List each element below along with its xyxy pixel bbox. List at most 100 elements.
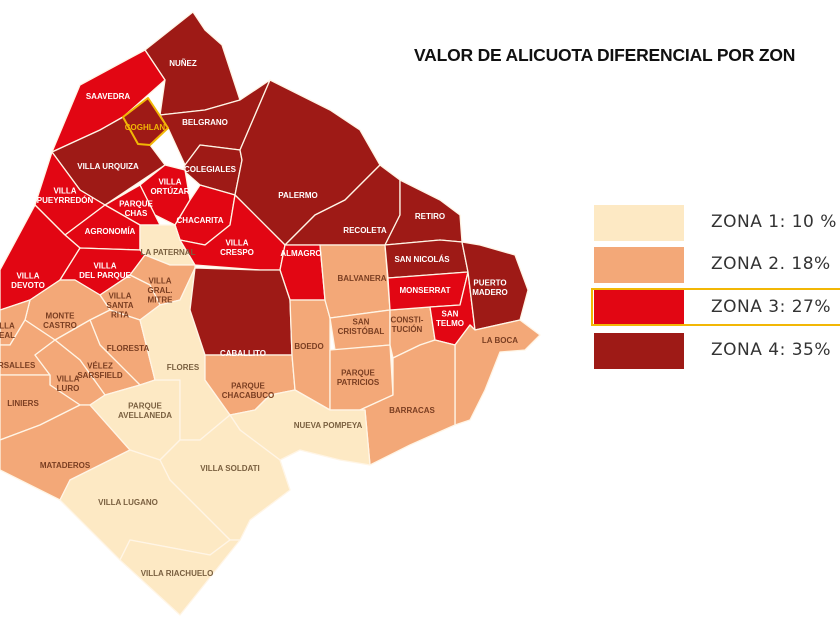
district-label-line: DEVOTO xyxy=(11,281,45,290)
district-caballito xyxy=(189,267,293,356)
district-label-line: SAN NICOLÁS xyxy=(394,255,450,264)
district-label-saavedra: SAAVEDRA xyxy=(86,92,131,101)
district-label-agronomia: AGRONOMÍA xyxy=(85,227,136,236)
district-label-line: VILLA URQUIZA xyxy=(77,162,139,171)
district-label-line: CRISTÓBAL xyxy=(338,327,385,336)
district-label-villa-devoto: VILLA DEVOTO xyxy=(11,271,45,290)
district-label-boedo: BOEDO xyxy=(294,342,323,351)
district-label-line: FLORES xyxy=(167,363,200,372)
district-label-line: FLORESTA xyxy=(107,344,150,353)
district-label-versalles: ERSALLES xyxy=(0,361,36,370)
district-label-line: PALERMO xyxy=(278,191,317,200)
district-label-line: VÉLEZ xyxy=(87,361,113,370)
district-label-line: VILLA xyxy=(108,292,131,301)
district-label-line: SAAVEDRA xyxy=(86,92,131,101)
district-label-coghlan: COGHLAN xyxy=(125,123,166,132)
district-label-line: LLA xyxy=(0,321,15,330)
district-label-line: DEL PARQUE xyxy=(79,271,131,280)
district-label-line: MITRE xyxy=(148,296,174,305)
legend-label-zona-4: ZONA 4: 35% xyxy=(711,340,832,360)
district-label-line: PARQUE xyxy=(341,368,375,377)
district-label-line: CRESPO xyxy=(220,248,254,257)
district-label-line: AVELLANEDA xyxy=(118,411,172,420)
district-label-parque-avellaneda: PARQUE AVELLANEDA xyxy=(118,401,172,420)
district-label-line: VILLA xyxy=(148,277,171,286)
district-label-villa-urquiza: VILLA URQUIZA xyxy=(77,162,139,171)
district-label-line: ALMAGRO xyxy=(280,249,321,258)
district-label-line: PUEYRREDÓN xyxy=(37,196,94,205)
district-label-line: PATRICIOS xyxy=(337,378,380,387)
district-label-villa-gral-mitre: VILLA GRAL. MITRE xyxy=(148,277,174,305)
district-label-line: VILLA SOLDATI xyxy=(200,464,260,473)
district-label-flores: FLORES xyxy=(167,363,200,372)
legend-swatch-zona-2 xyxy=(594,247,684,283)
district-label-line: CHACARITA xyxy=(177,216,224,225)
district-label-monserrat: MONSERRAT xyxy=(400,286,451,295)
district-label-line: MONTE xyxy=(46,311,76,320)
district-label-line: VILLA xyxy=(93,261,116,270)
district-label-villa-lugano: VILLA LUGANO xyxy=(98,498,158,507)
legend-label-zona-3: ZONA 3: 27% xyxy=(711,297,832,317)
district-label-line: PARQUE xyxy=(231,381,265,390)
district-label-balvanera: BALVANERA xyxy=(337,274,386,283)
legend-label-zona-1: ZONA 1: 10 % xyxy=(711,212,837,232)
district-label-palermo: PALERMO xyxy=(278,191,317,200)
district-label-line: EAL xyxy=(0,331,15,340)
district-label-line: RETIRO xyxy=(415,212,445,221)
district-label-villa-ortuzar: VILLA ORTÚZAR xyxy=(150,177,189,196)
district-label-line: PARQUE xyxy=(119,199,153,208)
district-label-barracas: BARRACAS xyxy=(389,406,435,415)
district-la-boca xyxy=(454,319,541,426)
district-label-line: SAN xyxy=(353,317,370,326)
district-label-line: ERSALLES xyxy=(0,361,36,370)
district-label-nueva-pompeya: NUEVA POMPEYA xyxy=(294,421,363,430)
district-label-line: RITA xyxy=(111,311,129,320)
district-label-chacarita: CHACARITA xyxy=(177,216,224,225)
district-label-line: AGRONOMÍA xyxy=(85,227,136,236)
district-label-line: BELGRANO xyxy=(182,118,228,127)
district-label-caballito: CABALLITO xyxy=(220,349,266,358)
district-label-line: COGHLAN xyxy=(125,123,166,132)
district-label-villa-del-parque: VILLA DEL PARQUE xyxy=(79,261,131,280)
district-label-line: PARQUE xyxy=(128,401,162,410)
district-label-line: VILLA xyxy=(53,186,76,195)
legend-swatch-zona-1 xyxy=(594,205,684,241)
district-label-line: VILLA RIACHUELO xyxy=(141,569,214,578)
district-label-monte-castro: MONTE CASTRO xyxy=(43,311,77,330)
legend-label-zona-2: ZONA 2. 18% xyxy=(711,254,831,274)
district-label-line: PUERTO xyxy=(473,278,506,287)
district-label-liniers: LINIERS xyxy=(7,399,39,408)
district-label-floresta: FLORESTA xyxy=(107,344,150,353)
district-label-line: VILLA xyxy=(158,177,181,186)
district-label-villa-crespo: VILLA CRESPO xyxy=(220,238,254,257)
district-puerto-madero xyxy=(461,241,529,331)
district-label-line: VILLA xyxy=(56,374,79,383)
district-label-line: NUEVA POMPEYA xyxy=(294,421,363,430)
district-label-line: BALVANERA xyxy=(337,274,386,283)
district-label-san-nicolas: SAN NICOLÁS xyxy=(394,255,450,264)
district-label-line: LINIERS xyxy=(7,399,39,408)
district-label-line: MONSERRAT xyxy=(400,286,451,295)
district-label-line: VILLA LUGANO xyxy=(98,498,158,507)
district-label-san-cristobal: SAN CRISTÓBAL xyxy=(338,317,385,336)
district-label-la-paternal: LA PATERNAL xyxy=(141,248,196,257)
district-label-line: CASTRO xyxy=(43,321,77,330)
district-label-line: NUÑEZ xyxy=(169,59,197,68)
district-label-line: CONSTI- xyxy=(391,315,424,324)
district-villa-riachuelo xyxy=(119,539,241,616)
district-label-villa-riachuelo: VILLA RIACHUELO xyxy=(141,569,214,578)
district-label-line: TUCIÓN xyxy=(392,325,423,334)
district-label-almagro: ALMAGRO xyxy=(280,249,321,258)
district-label-line: VILLA xyxy=(225,238,248,247)
district-label-line: LA BOCA xyxy=(482,336,518,345)
district-label-retiro: RETIRO xyxy=(415,212,445,221)
map-title: VALOR DE ALICUOTA DIFERENCIAL POR ZON xyxy=(414,45,796,65)
legend-highlight-box xyxy=(591,288,840,326)
district-label-villa-soldati: VILLA SOLDATI xyxy=(200,464,260,473)
district-label-line: GRAL. xyxy=(148,286,173,295)
district-label-line: SANTA xyxy=(107,301,134,310)
district-label-parque-chacabuco: PARQUE CHACABUCO xyxy=(222,381,274,400)
district-label-parque-patricios: PARQUE PATRICIOS xyxy=(337,368,380,387)
district-label-nunez: NUÑEZ xyxy=(169,59,197,68)
district-label-line: TELMO xyxy=(436,319,464,328)
